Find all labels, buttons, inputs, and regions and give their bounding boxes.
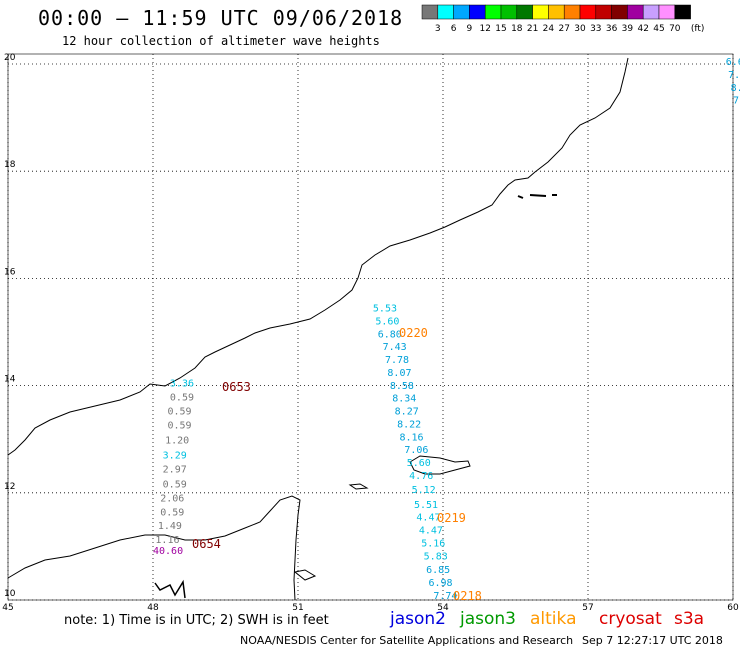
- track-0220: 5.535.606.807.437.788.078.588.348.278.22…: [373, 304, 436, 496]
- footer-credit: NOAA/NESDIS Center for Satellite Applica…: [240, 634, 574, 647]
- wave-height-label: 8.27: [395, 407, 419, 418]
- footer-timestamp: Sep 7 12:27:17 UTC 2018: [582, 634, 723, 647]
- wave-height-label: 7.5: [728, 70, 740, 81]
- wave-height-label: 7.: [733, 96, 740, 107]
- wave-height-label: 8.16: [400, 432, 424, 443]
- colorbar-tick-label: 6: [451, 24, 457, 34]
- wave-height-label: 8.22: [397, 419, 421, 430]
- wave-height-label: 7.43: [383, 342, 407, 353]
- y-tick-label: 20: [4, 53, 16, 63]
- colorbar-tick-label: 3: [435, 24, 441, 34]
- wave-height-label: 7.06: [404, 445, 428, 456]
- x-tick-label: 45: [2, 603, 13, 613]
- wave-height-label: 4.47: [416, 513, 440, 524]
- map-subtitle: 12 hour collection of altimeter wave hei…: [62, 34, 380, 48]
- wave-height-label: 4.47: [419, 526, 443, 537]
- wave-height-label: 8.34: [392, 394, 416, 405]
- colorbar-tick-label: 70: [669, 24, 681, 34]
- wave-height-label: 1.20: [165, 435, 189, 446]
- pass-time-label: 0218: [453, 589, 482, 603]
- track-0653: 3.36 0.59 0.59 0.59 1.20 3.29 2.97 0.59 2.06 0653: [160, 379, 251, 505]
- wave-height-label: 6.98: [429, 578, 453, 589]
- wave-height-label: 6.85: [426, 565, 450, 576]
- wave-height-label: 5.12: [412, 485, 436, 496]
- footer-note: note: 1) Time is in UTC; 2) SWH is in fe…: [64, 613, 329, 628]
- map-frame: [7, 53, 734, 601]
- wave-height-label: 0.59: [168, 420, 192, 431]
- colorbar-tick-label: 45: [653, 24, 664, 34]
- wave-height-label: 1.49: [158, 521, 182, 532]
- colorbar-tick-label: 27: [558, 24, 569, 34]
- legend-s3a: s3a: [674, 609, 705, 629]
- pass-time-label: 0219: [437, 511, 466, 525]
- wave-height-label: 3.36: [170, 379, 194, 390]
- y-tick-label: 14: [4, 375, 16, 385]
- legend-cryosat: cryosat: [599, 609, 662, 629]
- wave-height-label: 7.74: [433, 591, 457, 602]
- y-tick-label: 10: [4, 589, 16, 599]
- graticule: [7, 54, 734, 601]
- colorbar-tick-label: 30: [574, 24, 586, 34]
- wave-height-label: 6.80: [378, 329, 402, 340]
- wave-height-label: 5.83: [424, 551, 448, 562]
- wave-height-label: 0.59: [168, 407, 192, 418]
- y-tick-label: 16: [4, 267, 16, 277]
- map-title: 00:00 – 11:59 UTC 09/06/2018: [38, 6, 404, 30]
- colorbar-unit: (ft): [691, 24, 705, 34]
- wave-height-label: 2.97: [163, 464, 187, 475]
- wave-height-label: 6.60: [726, 57, 740, 68]
- x-tick-label: 54: [437, 603, 449, 613]
- wave-height-label: 5.53: [373, 304, 397, 315]
- colorbar-swatch: [674, 4, 691, 20]
- wave-height-label: 5.60: [407, 458, 431, 469]
- colorbar-tick-label: 9: [467, 24, 473, 34]
- pass-time-label: 0220: [399, 326, 428, 340]
- wave-height-label: 8.58: [390, 381, 414, 392]
- wave-height-label: 2.06: [160, 493, 184, 504]
- colorbar-tick-label: 24: [543, 24, 555, 34]
- wave-height-label: 5.51: [414, 500, 438, 511]
- wave-height-label: 7.78: [385, 355, 409, 366]
- colorbar-tick-label: 18: [511, 24, 523, 34]
- legend-jason2: jason2: [390, 609, 446, 629]
- wave-height-label: 3.29: [163, 450, 187, 461]
- wave-height-label: 8.07: [387, 368, 411, 379]
- colorbar-tick-label: 12: [479, 24, 490, 34]
- wave-height-label: 4.76: [409, 471, 433, 482]
- x-tick-label: 60: [727, 603, 739, 613]
- wave-height-label: 8.: [731, 83, 740, 94]
- track-east: 6.60 7.5 8. 7.: [726, 57, 740, 107]
- x-tick-label: 57: [582, 603, 593, 613]
- wave-height-label: 1.16: [155, 535, 179, 546]
- legend-altika: altika: [530, 609, 577, 629]
- colorbar-tick-label: 33: [590, 24, 601, 34]
- legend-jason3: jason3: [460, 609, 516, 629]
- wave-height-label: 0.59: [163, 479, 187, 490]
- wave-height-label: 40.60: [153, 546, 183, 557]
- pass-time-label: 0653: [222, 380, 251, 394]
- colorbar-tick-label: 21: [527, 24, 538, 34]
- wave-height-colorbar: 3 6 9 12 15 18 21 24 27 30 33 36 39 42 45 70 (ft): [421, 4, 705, 34]
- colorbar-tick-label: 39: [622, 24, 634, 34]
- coastline: [7, 57, 629, 601]
- y-tick-label: 12: [4, 482, 15, 492]
- colorbar-tick-label: 15: [495, 24, 506, 34]
- wave-height-label: 5.16: [421, 538, 445, 549]
- x-tick-label: 48: [147, 603, 159, 613]
- wave-height-label: 0.59: [170, 393, 194, 404]
- wave-height-label: 0.59: [160, 507, 184, 518]
- y-tick-label: 18: [4, 160, 16, 170]
- colorbar-tick-label: 36: [606, 24, 618, 34]
- pass-time-label: 0654: [192, 537, 221, 551]
- colorbar-tick-label: 42: [637, 24, 648, 34]
- x-tick-label: 51: [292, 603, 303, 613]
- wave-height-label: 5.60: [375, 316, 399, 327]
